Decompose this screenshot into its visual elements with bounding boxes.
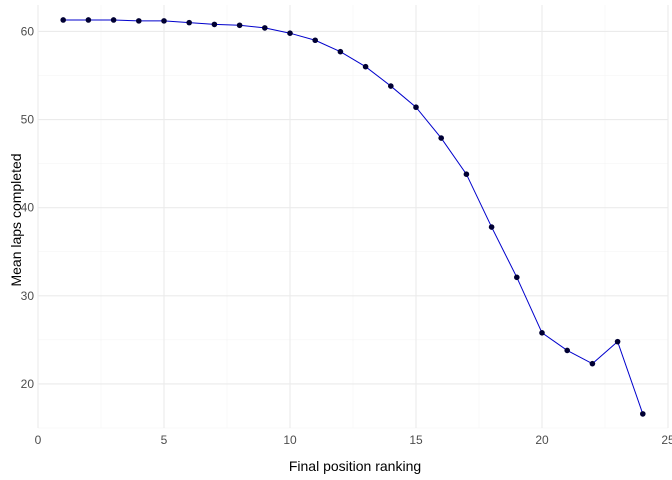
series-line [63, 19, 644, 415]
y-axis-title: Mean laps completed [8, 153, 24, 286]
data-point [262, 25, 268, 31]
data-point [463, 171, 470, 177]
data-point [236, 22, 243, 29]
x-tick-label: 25 [661, 433, 672, 447]
data-point [438, 135, 445, 141]
data-point [640, 411, 646, 417]
data-point [413, 104, 419, 111]
major-gridlines [37, 5, 669, 428]
data-point [312, 37, 319, 44]
data-point [514, 274, 520, 281]
y-tick-label: 20 [21, 377, 35, 391]
data-point [186, 19, 192, 26]
minor-gridlines [38, 5, 668, 429]
x-axis-tick-labels: 0 5 10 15 20 25 [35, 433, 672, 447]
x-tick-label: 15 [409, 433, 423, 447]
data-point [211, 21, 218, 28]
data-point [564, 347, 570, 354]
x-axis-title: Final position ranking [289, 458, 421, 474]
data-point [161, 18, 167, 24]
y-tick-label: 40 [21, 201, 35, 215]
data-point [362, 63, 369, 70]
y-axis-tick-labels: 20 30 40 50 60 [21, 24, 35, 391]
x-tick-label: 0 [35, 433, 42, 447]
data-point [388, 83, 394, 89]
y-tick-label: 60 [21, 24, 35, 38]
data-point [539, 330, 545, 336]
data-point [85, 17, 92, 23]
x-tick-label: 20 [535, 433, 549, 447]
data-point [287, 30, 293, 36]
data-point [614, 338, 621, 345]
data-point [589, 360, 596, 367]
y-tick-label: 50 [21, 113, 35, 127]
y-tick-label: 30 [21, 289, 35, 303]
x-tick-label: 5 [161, 433, 168, 447]
data-point [136, 18, 142, 24]
data-point [337, 48, 344, 55]
series-line-group [63, 19, 644, 415]
data-points [60, 17, 646, 417]
data-point [60, 17, 66, 23]
data-point [488, 224, 495, 230]
data-point [110, 17, 117, 23]
x-tick-label: 10 [283, 433, 297, 447]
